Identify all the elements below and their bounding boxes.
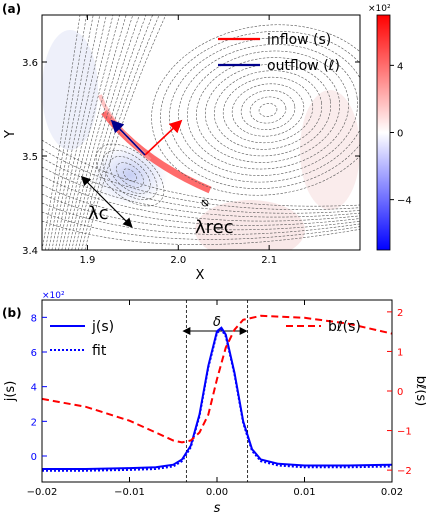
lambda-rec-label: λrec	[195, 217, 234, 238]
series-line-dashed	[42, 314, 392, 444]
inflow-arrow	[144, 119, 183, 156]
legend-label-fit: fit	[92, 343, 107, 359]
flux-contour	[42, 211, 360, 240]
lambda-c-arrow	[80, 175, 133, 228]
panel-a-frame	[41, 14, 361, 251]
lambda-rec-marker	[201, 199, 209, 207]
x-tick-label: 1.9	[79, 255, 95, 266]
flux-contour	[240, 90, 296, 130]
flux-contour	[68, 15, 134, 250]
colorbar: ×10² 4 0 −4	[368, 4, 412, 251]
flux-contour	[196, 57, 340, 163]
series-line-solid	[42, 326, 392, 470]
flux-contour	[64, 15, 127, 250]
current-blob	[42, 30, 98, 150]
flux-contour	[42, 15, 81, 250]
flux-contour	[160, 31, 360, 189]
legend-label-inflow: inflow (s)	[267, 32, 331, 48]
flux-contour	[71, 15, 140, 250]
panel-a-xlabel: X	[196, 268, 205, 283]
flux-contour	[151, 24, 360, 196]
delta-label: δ	[213, 315, 221, 330]
flux-contour	[61, 15, 120, 250]
x-tick-label: 2.0	[170, 255, 186, 266]
flux-contour	[45, 15, 87, 250]
colorbar-gradient	[376, 14, 391, 251]
flux-contour	[42, 148, 360, 210]
flux-contour	[116, 162, 144, 188]
x-tick-label: −0.01	[114, 487, 145, 498]
legend-label-j: j(s)	[91, 319, 114, 335]
flux-contour	[204, 63, 332, 157]
current-blob	[300, 90, 360, 210]
left-tick-label: 6	[31, 348, 37, 359]
left-tick-label: 4	[31, 383, 37, 394]
left-tick-label: 0	[31, 452, 37, 463]
flux-contour	[42, 166, 360, 218]
flux-contour	[58, 15, 114, 250]
flux-contour	[54, 15, 107, 250]
colorbar-multiplier: ×10²	[368, 4, 391, 14]
flux-contour	[231, 83, 305, 137]
panel-a-ylabel: Y	[3, 130, 18, 139]
flux-contour	[249, 96, 287, 124]
flux-contour	[48, 15, 94, 250]
flux-contour	[42, 175, 360, 222]
right-tick-label: 2	[397, 308, 403, 319]
outflow-arrow	[110, 119, 146, 156]
right-tick-label: −2	[397, 466, 412, 477]
panel-b-label: (b)	[2, 306, 22, 320]
panel-b-left-multiplier: ×10²	[42, 291, 65, 301]
flux-contour	[42, 157, 360, 214]
x-tick-label: −0.02	[27, 487, 58, 498]
y-tick-label: 3.6	[22, 58, 38, 69]
flux-contour	[42, 202, 360, 235]
legend-label-outflow: outflow (ℓ)	[267, 58, 340, 74]
flux-contour	[187, 50, 349, 170]
flux-contour	[51, 15, 101, 250]
colorbar-ticks: 4 0 −4	[390, 61, 412, 207]
right-tick-label: 1	[397, 347, 403, 358]
flux-contour	[42, 139, 360, 207]
left-tick-label: 2	[31, 417, 37, 428]
legend-label-b: bℓ(s)	[328, 319, 361, 335]
panel-b-axes: −0.02 −0.01 0.00 0.01 0.02 0 2 4 6 8 −2 −1 0 1 2	[27, 300, 412, 498]
x-tick-label: 2.1	[261, 255, 277, 266]
panel-b-plot: δ −0.02 −0.01 0.00 0.01 0.02 0 2 4 6 8 −2 −1 0 1 2 j(s…	[3, 299, 426, 516]
flux-contour	[258, 103, 278, 117]
flux-contour	[42, 184, 360, 226]
right-tick-label: −1	[397, 427, 412, 438]
panel-b-ylabel-left: j(s)	[3, 381, 18, 403]
flux-contour	[74, 15, 147, 250]
panel-b-series	[42, 314, 392, 472]
left-tick-label: 8	[31, 313, 37, 324]
flux-contour	[222, 76, 314, 144]
panel-a-axes: 1.9 2.0 2.1 3.4 3.5 3.6	[22, 15, 360, 266]
series-line-dotted	[42, 328, 392, 472]
flux-contour	[213, 70, 323, 150]
panel-a-plot: λc λrec inflow (s) outflow (ℓ) 1.9 2.0 2.1…	[3, 14, 361, 283]
colorbar-tick-label: 0	[397, 129, 403, 140]
x-tick-label: 0.01	[293, 487, 315, 498]
colorbar-tick-label: 4	[397, 61, 403, 72]
x-tick-label: 0.02	[381, 487, 403, 498]
right-tick-label: 0	[397, 387, 403, 398]
flux-contour	[102, 149, 158, 201]
flux-contour	[42, 220, 360, 245]
y-tick-label: 3.5	[22, 152, 38, 163]
colorbar-tick-label: −4	[397, 196, 412, 207]
y-tick-label: 3.4	[22, 246, 38, 257]
panel-a-label: (a)	[2, 2, 21, 16]
lambda-c-label: λc	[88, 203, 109, 224]
current-blob	[195, 200, 305, 250]
panel-b-ylabel-right: bℓ(s)	[413, 376, 426, 407]
panel-b-xlabel: s	[214, 501, 221, 516]
x-tick-label: 0.00	[206, 487, 228, 498]
